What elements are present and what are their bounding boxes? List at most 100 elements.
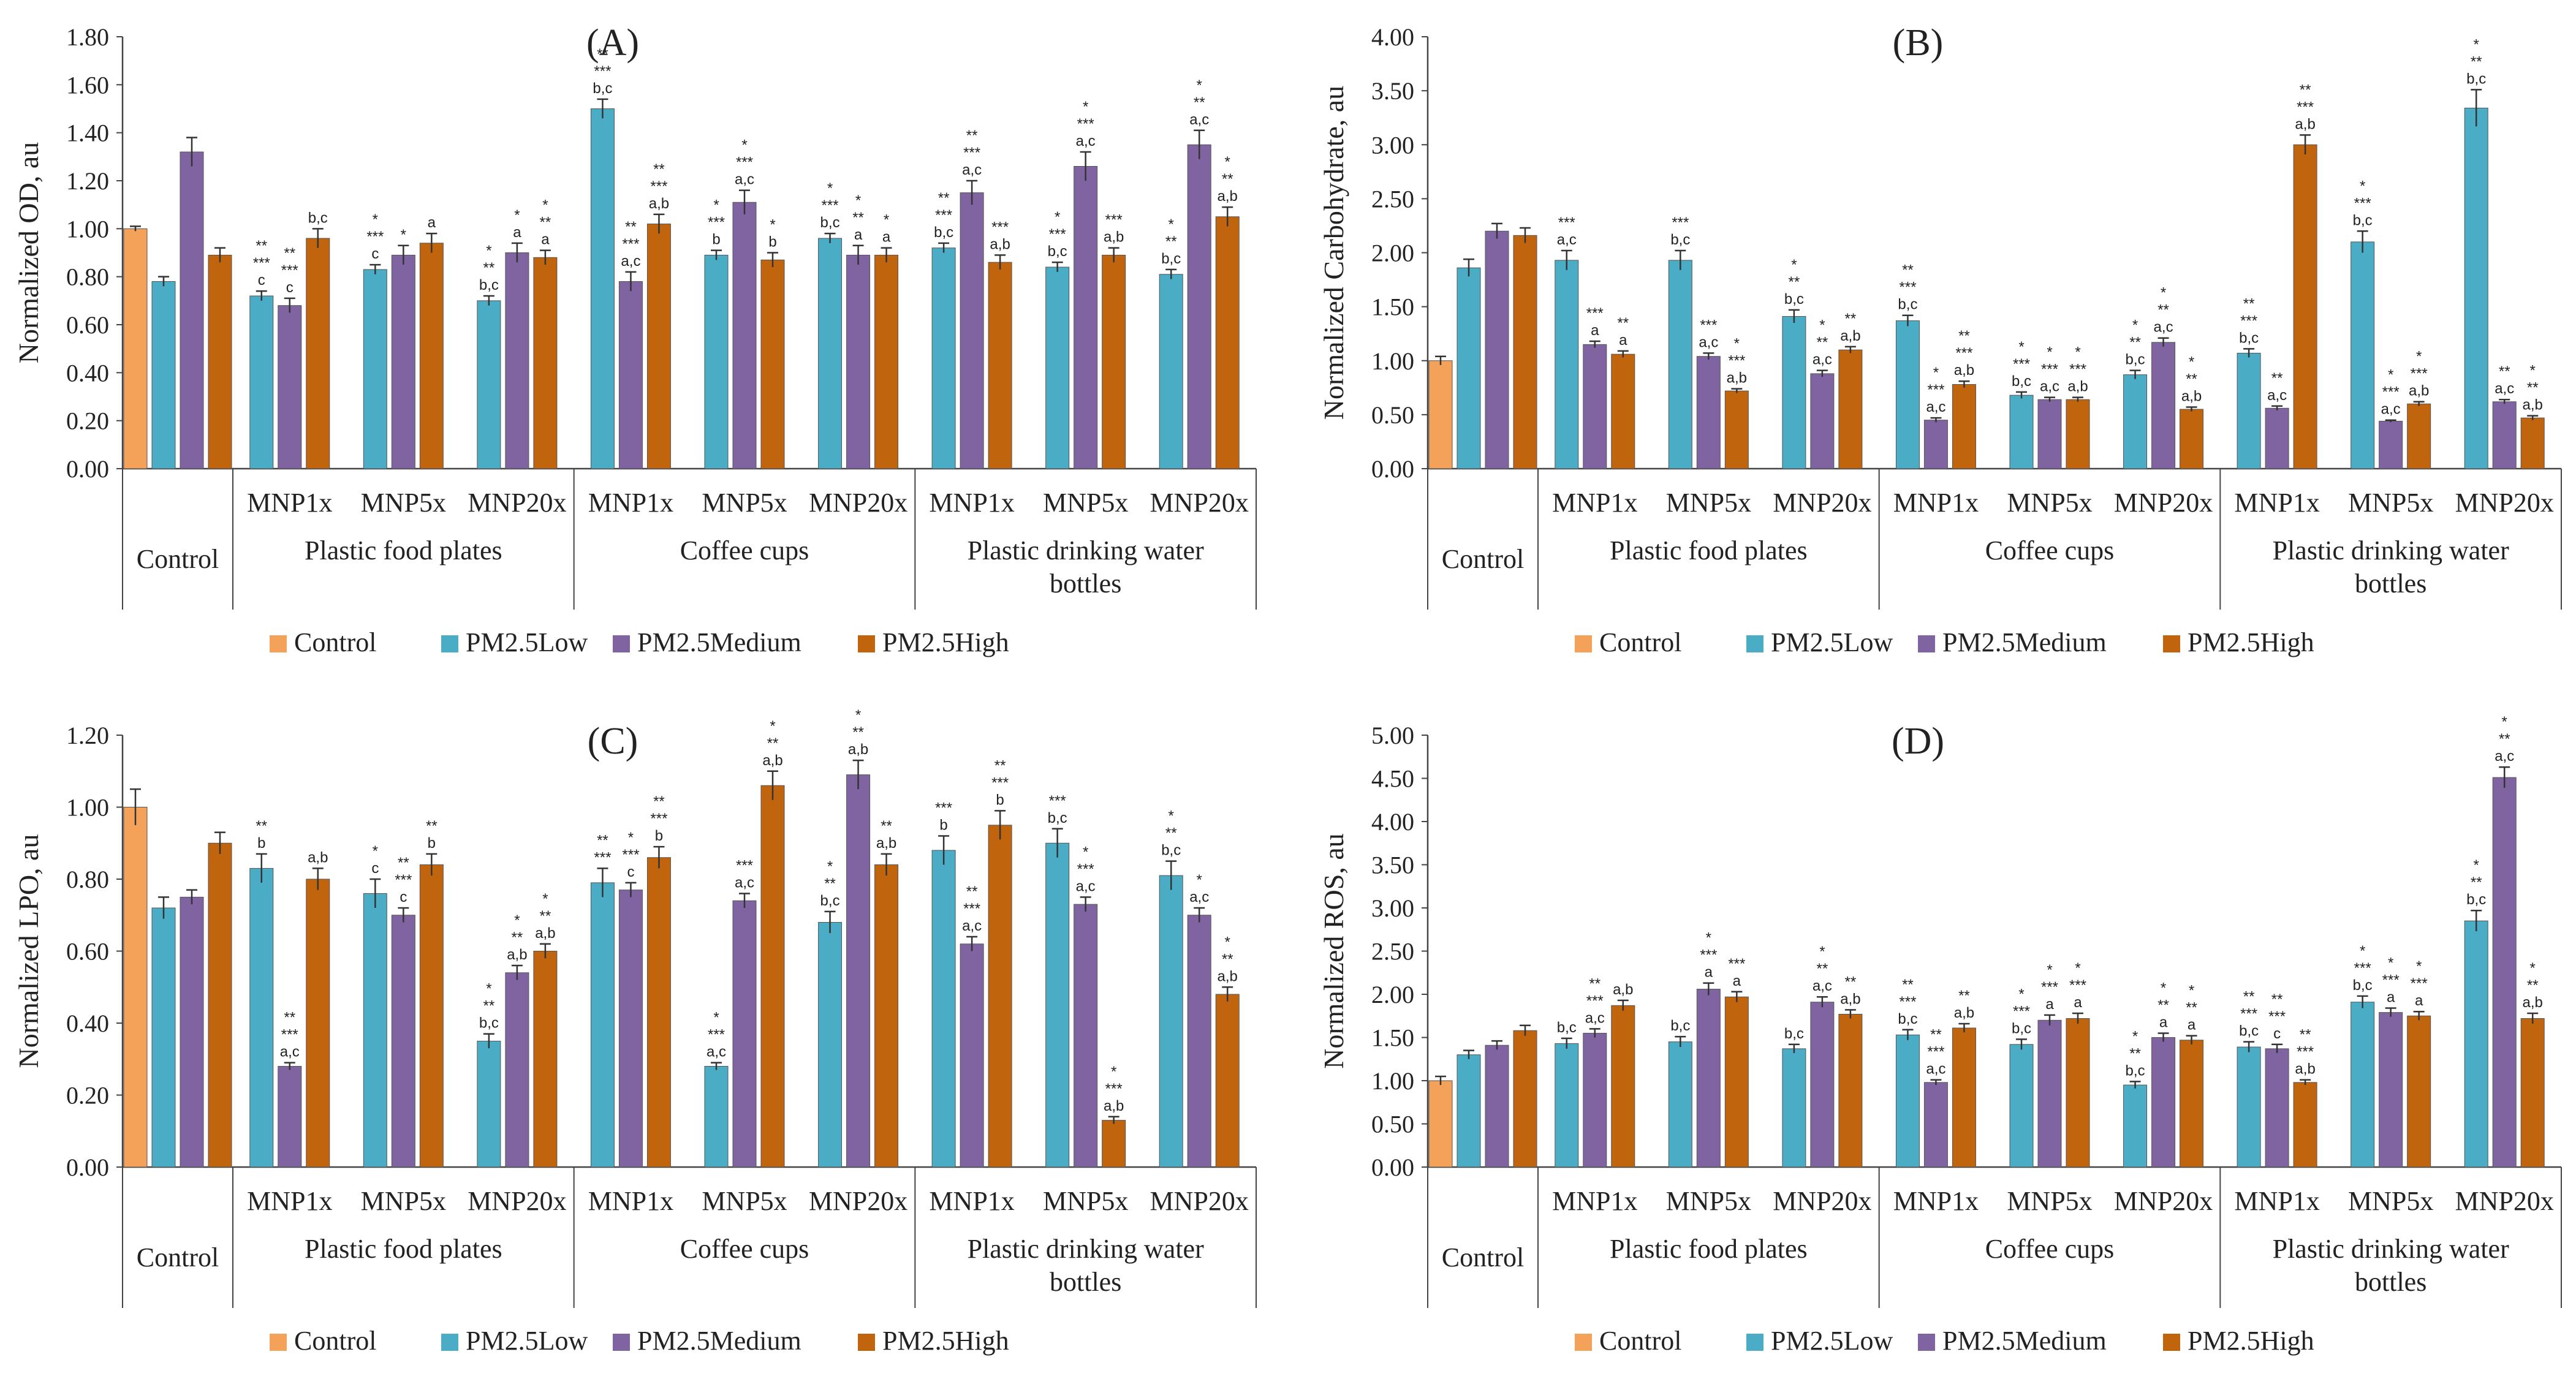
bar [391,254,415,469]
category-label: MNP5x [1043,1186,1128,1216]
significance-label: ** [1958,328,1970,344]
category-label: MNP20x [2114,488,2213,518]
significance-label: * [1791,257,1797,273]
bar [1074,166,1098,469]
bar [419,864,444,1168]
y-axis-label: Normalized LPO, au [13,834,44,1068]
bar [2009,395,2034,469]
significance-label: *** [2041,979,2058,996]
significance-label: ** [2271,370,2283,387]
significance-label: a,c [1926,399,1945,415]
significance-label: ** [1789,274,1800,290]
significance-label: ** [1222,171,1233,187]
significance-label: b,c [2353,212,2373,229]
significance-label: * [713,197,719,214]
significance-label: *** [963,901,980,917]
bar [2293,1082,2317,1168]
category-label: MNP1x [2234,1186,2319,1216]
significance-label: a,c [1076,133,1096,149]
significance-label: ** [653,793,665,810]
bar [2180,409,2204,469]
significance-label: a,b [2523,397,2543,414]
legend-label: PM2.5Medium [1942,1326,2107,1356]
significance-label: *** [1105,1081,1123,1097]
significance-label: *** [991,774,1009,791]
significance-label: a,b [2409,383,2429,399]
group-label: Plastic food plates [305,535,502,565]
group-label: Plastic drinking water bottles [968,535,1204,599]
bar [1952,1027,1976,1168]
significance-label: *** [991,219,1009,235]
category-label: MNP5x [2348,488,2433,518]
significance-label: b,c [1898,297,1917,313]
significance-label: *** [2297,1044,2314,1060]
significance-label: *** [2013,356,2030,372]
significance-label: ** [398,855,409,871]
significance-label: ** [483,998,495,1015]
significance-label: * [1734,336,1740,352]
significance-label: ** [1617,315,1629,331]
legend-swatch [1918,635,1935,652]
bar [2293,144,2317,469]
significance-label: b [655,828,663,844]
bar [2351,241,2375,469]
significance-label: ** [1845,973,1857,990]
significance-label: ** [2129,334,2141,351]
significance-label: * [486,981,491,997]
bar [846,254,871,469]
significance-label: *** [1899,279,1916,296]
significance-label: ** [2157,302,2169,319]
bar [1215,994,1240,1168]
y-tick-label: 0.20 [66,407,109,435]
significance-label: *** [1077,861,1094,877]
significance-label: * [1055,209,1060,225]
category-label: MNP20x [2455,488,2554,518]
y-tick-label: 3.50 [1371,77,1414,105]
significance-label: *** [2411,975,2428,992]
bar [2123,1084,2148,1168]
category-label: MNP20x [2455,1186,2554,1216]
bar [2265,407,2289,469]
significance-label: *** [736,858,753,874]
significance-label: a,b [1218,188,1238,205]
category-label: MNP1x [1552,488,1637,518]
significance-label: * [2474,36,2479,53]
category-label: MNP1x [1552,1186,1637,1216]
significance-label: ** [2243,295,2255,312]
significance-label: b,c [1784,1026,1804,1042]
significance-label: a [1591,322,1599,339]
significance-label: b,c [820,214,840,231]
category-label: MNP20x [1773,488,1871,518]
y-tick-label: 1.50 [1371,293,1414,321]
category-label: MNP1x [2234,488,2319,518]
significance-label: c [371,246,379,262]
significance-label: ** [852,210,864,226]
bar [1102,254,1126,469]
significance-label: *** [1105,212,1123,229]
bar [249,295,274,469]
significance-label: ** [2527,977,2539,994]
y-tick-label: 3.00 [1371,131,1414,159]
bar [1074,904,1098,1168]
legend-swatch [270,1334,287,1351]
significance-label: *** [2354,195,2371,211]
bar [1428,360,1453,469]
bar [732,202,757,469]
bar [208,842,232,1168]
significance-label: ** [1222,951,1233,967]
significance-label: *** [963,145,980,161]
significance-label: ** [1165,825,1177,842]
chart-panel-a: (A) Normalized OD, au 0.00 0.20 0.40 0.60 0.80… [13,22,1257,657]
bar [1187,915,1211,1168]
bar [363,893,387,1168]
bar [1810,373,1835,469]
y-tick-label: 2.00 [1371,240,1414,267]
significance-label: * [884,212,889,229]
significance-label: *** [1558,214,1575,231]
significance-label: *** [1672,214,1689,231]
significance-label: ** [2471,53,2482,70]
significance-label: a,c [1699,334,1718,350]
significance-label: b [768,234,776,251]
bar [533,257,558,469]
